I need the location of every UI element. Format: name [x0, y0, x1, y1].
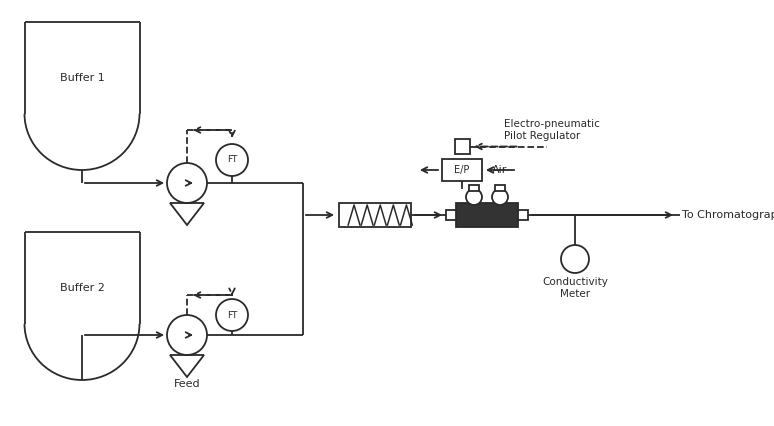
Bar [339, 203, 411, 227]
Bar [442, 159, 482, 181]
Text: Air: Air [492, 165, 508, 175]
Text: Feed: Feed [173, 379, 200, 389]
Bar [469, 185, 479, 191]
Text: FT: FT [227, 155, 237, 164]
Bar [518, 210, 528, 220]
Bar [495, 185, 505, 191]
Bar [454, 139, 470, 154]
Text: Buffer 1: Buffer 1 [60, 73, 104, 83]
Text: Electro-pneumatic
Pilot Regulator: Electro-pneumatic Pilot Regulator [504, 119, 600, 141]
Text: E/P: E/P [454, 165, 470, 175]
Text: To Chromatography: To Chromatography [682, 210, 774, 220]
Text: Conductivity
Meter: Conductivity Meter [542, 277, 608, 299]
Text: Buffer 2: Buffer 2 [60, 283, 104, 293]
Bar [446, 210, 456, 220]
Text: FT: FT [227, 311, 237, 320]
Bar [456, 203, 518, 227]
Circle shape [466, 189, 482, 205]
Circle shape [492, 189, 508, 205]
